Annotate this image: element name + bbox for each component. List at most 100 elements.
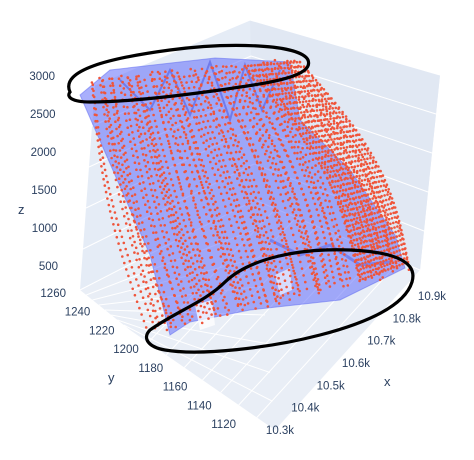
scatter-point bbox=[356, 201, 360, 204]
scatter-point bbox=[300, 116, 304, 119]
scatter-point bbox=[107, 142, 111, 145]
z-tick-label: 1500 bbox=[31, 185, 57, 197]
scatter-point bbox=[166, 166, 170, 169]
scatter-point bbox=[118, 84, 122, 87]
scatter-point bbox=[323, 276, 327, 280]
scatter-point bbox=[216, 307, 220, 310]
scatter-point bbox=[317, 213, 320, 217]
scatter-point bbox=[162, 171, 166, 174]
scatter-point bbox=[301, 163, 305, 166]
scatter-point bbox=[328, 259, 332, 262]
scatter-point bbox=[360, 246, 364, 250]
scatter-point bbox=[184, 170, 187, 173]
scatter-point bbox=[259, 197, 263, 201]
scatter-point bbox=[147, 271, 151, 274]
scatter-point bbox=[333, 143, 337, 146]
scatter-point bbox=[351, 124, 355, 127]
scatter-point bbox=[223, 295, 226, 299]
scatter-point bbox=[274, 101, 278, 104]
scatter-point bbox=[172, 220, 175, 223]
scatter-point bbox=[265, 264, 269, 267]
scatter-point bbox=[244, 167, 248, 171]
scatter-point bbox=[297, 116, 301, 120]
scatter-point bbox=[151, 285, 155, 289]
scatter-point bbox=[117, 116, 121, 120]
x-tick-label: 10.7k bbox=[367, 336, 395, 348]
scatter-point bbox=[243, 125, 247, 128]
scatter-point bbox=[249, 243, 253, 246]
scatter-point bbox=[296, 219, 300, 223]
scatter-point bbox=[231, 77, 234, 80]
scatter-point bbox=[184, 224, 187, 228]
scatter-point bbox=[365, 162, 369, 166]
scatter-point bbox=[143, 228, 146, 231]
scatter-point bbox=[218, 314, 222, 317]
scatter-point bbox=[288, 96, 292, 100]
scatter-point bbox=[196, 169, 199, 173]
scatter-point bbox=[234, 275, 238, 279]
scatter-point bbox=[103, 184, 107, 187]
scatter-point bbox=[180, 213, 184, 216]
scatter-point bbox=[221, 116, 224, 119]
scatter-point bbox=[264, 241, 268, 244]
scatter-point bbox=[369, 259, 373, 262]
scatter-point bbox=[296, 287, 300, 291]
scatter-point bbox=[241, 119, 244, 122]
scatter-point bbox=[167, 215, 171, 218]
scatter-point bbox=[307, 174, 310, 178]
scatter-point bbox=[204, 236, 207, 239]
scatter-point bbox=[390, 197, 394, 200]
scatter-point bbox=[378, 208, 381, 211]
scatter-point bbox=[269, 62, 273, 66]
scatter-point bbox=[320, 161, 324, 164]
scatter-point bbox=[154, 143, 158, 146]
scatter-point bbox=[193, 116, 196, 119]
scatter-point bbox=[241, 238, 244, 241]
scatter-point bbox=[148, 206, 151, 209]
scatter-point bbox=[286, 66, 290, 70]
scatter-point bbox=[283, 108, 287, 111]
scatter-point bbox=[169, 178, 173, 181]
scatter-point bbox=[246, 255, 249, 259]
scatter-point bbox=[235, 107, 239, 110]
scatter-point bbox=[119, 183, 122, 186]
scatter-point bbox=[348, 140, 352, 143]
scatter-point bbox=[115, 111, 119, 115]
scatter-point bbox=[374, 196, 378, 199]
scatter-point bbox=[268, 121, 272, 124]
scatter-point bbox=[177, 201, 180, 205]
scatter-point bbox=[224, 140, 228, 144]
scatter-point bbox=[190, 189, 193, 193]
scatter-point bbox=[196, 248, 199, 251]
scatter-point bbox=[295, 60, 299, 64]
scatter-point bbox=[194, 254, 197, 257]
scatter-point bbox=[193, 267, 197, 271]
scatter-point bbox=[329, 165, 333, 168]
scatter-point bbox=[171, 287, 174, 291]
scatter-point bbox=[155, 173, 158, 177]
scatter-point bbox=[398, 226, 402, 230]
scatter-point bbox=[362, 168, 365, 172]
scatter-point bbox=[227, 271, 231, 275]
scatter-point bbox=[251, 248, 254, 252]
scatter-point bbox=[272, 156, 275, 160]
scatter-point bbox=[330, 97, 333, 100]
scatter-point bbox=[136, 84, 140, 87]
scatter-point bbox=[238, 113, 241, 116]
scatter-point bbox=[243, 99, 247, 103]
scatter-point bbox=[326, 274, 329, 278]
scatter-point bbox=[328, 112, 332, 116]
scatter-point bbox=[142, 181, 145, 184]
scatter-point bbox=[108, 117, 111, 120]
scatter-point bbox=[155, 284, 159, 287]
scatter-point bbox=[371, 253, 375, 256]
scatter-point bbox=[232, 230, 235, 234]
scatter-point bbox=[129, 140, 132, 143]
scatter-point bbox=[254, 206, 257, 209]
scatter-point bbox=[115, 127, 118, 131]
scatter-point bbox=[174, 121, 178, 125]
scatter-point bbox=[196, 242, 199, 246]
scatter-point bbox=[283, 279, 287, 283]
scatter-point bbox=[383, 264, 386, 268]
